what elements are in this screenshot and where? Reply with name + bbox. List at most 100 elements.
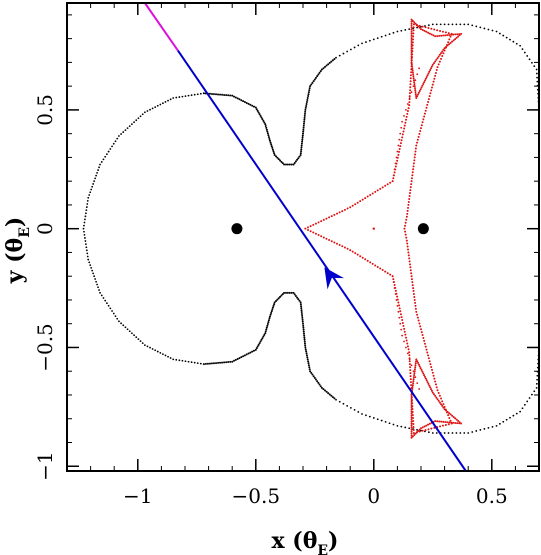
critical-curve-upper-neck-point [327,63,330,66]
critical-curve-left-point [131,123,133,126]
critical-curve-lower-neck-point [265,326,268,329]
caustic-central-point [409,86,412,89]
caustic-central-point [409,186,412,189]
critical-curve-left-point [112,312,115,315]
caustic-central-point [408,195,411,198]
critical-curve-upper-neck-point [300,142,303,145]
caustic-lower-cusp-point [434,420,437,423]
critical-curve-lower-neck-point [233,359,236,362]
caustic-central-point [397,301,400,304]
critical-curve-upper-neck-point [302,124,305,127]
critical-curve-left-point [85,209,88,212]
caustic-upper-cusp-point [417,91,420,94]
critical-curve-outer-upper-point [483,27,486,30]
caustic-central-point [424,345,427,348]
caustic-upper-cusp-point [446,44,449,47]
critical-curve-upper-neck-point [266,130,269,133]
critical-curve-left-point [181,359,184,362]
caustic-central-point [409,83,412,86]
caustic-central-point [413,156,416,159]
critical-curve-lower-neck-point [270,310,273,313]
critical-curve-upper-neck-point [302,126,305,129]
source-trajectory-line [177,49,467,472]
caustic-upper-cusp-point [430,65,433,68]
critical-curve-lower-neck-point [325,390,328,393]
caustic-lower-cusp-point [410,430,413,433]
caustic-central-point [312,231,315,234]
caustic-central-point [314,222,317,225]
caustic-inner-line-1-point [410,364,413,367]
critical-curve-left-point [96,171,98,174]
caustic-central-point [320,220,323,223]
critical-curve-outer-lower-point [535,382,538,385]
critical-curve-lower-neck-point [302,328,305,331]
critical-curve-left-point [107,304,110,307]
caustic-lower-cusp-point [424,377,427,380]
caustic-central-point [412,426,415,429]
critical-curve-outer-upper-point [536,76,539,79]
caustic-upper-cusp-point [423,81,426,84]
critical-curve-left-point [106,153,108,156]
critical-curve-left-point [124,129,127,131]
caustic-central-point [410,183,413,186]
critical-curve-upper-neck-point [247,102,250,105]
critical-curve-left-point [90,188,93,191]
critical-curve-lower-neck-point [236,357,239,360]
caustic-central-point [409,369,412,372]
caustic-central-point [397,153,400,156]
caustic-central-point [434,383,437,386]
caustic-inner-line-1-point [412,370,415,373]
caustic-central-point [405,215,408,218]
caustic-lower-cusp-point [417,429,420,432]
critical-curve-outer-lower-point [368,415,371,418]
caustic-lower-cusp-point [410,426,413,429]
caustic-central-point [328,216,331,219]
caustic-inner-line-1-point [399,322,402,325]
caustic-central-point [419,130,422,133]
critical-curve-left-point [99,291,101,294]
caustic-lower-cusp-point [410,434,413,437]
caustic-inner-line-0-point [394,162,397,165]
critical-curve-upper-neck-point [302,122,305,125]
caustic-central-point [406,110,409,112]
critical-curve-lower-neck-point [275,299,278,302]
critical-curve-outer-upper-point [447,23,450,26]
critical-curve-upper-neck-point [280,160,283,163]
caustic-central-point [430,89,433,92]
critical-curve-upper-neck-point [261,118,264,121]
caustic-upper-cusp-point [412,75,415,78]
critical-curve-left-point [181,95,184,98]
caustic-central-point [436,389,439,392]
critical-curve-upper-neck-point [267,134,270,137]
caustic-inner-line-0-point [397,144,400,147]
caustic-lower-cusp-point [457,419,460,422]
caustic-central-point [408,260,411,263]
critical-curve-left-point [112,142,115,145]
critical-curve-lower-neck-point [264,332,267,335]
caustic-central-point [416,141,419,144]
caustic-central-point [376,189,379,192]
caustic-central-point [356,253,359,256]
caustic-lower-cusp-point [410,408,413,411]
critical-curve-lower-neck-point [285,291,288,294]
caustic-upper-cusp-point [410,57,413,60]
critical-curve-outer-lower-point [361,413,363,415]
critical-curve-left-point [187,360,190,363]
caustic-upper-cusp-point [451,40,454,43]
critical-curve-left-point [137,338,140,341]
caustic-central-point [322,218,325,221]
caustic-central-point [414,150,417,153]
caustic-central-point [430,427,433,430]
critical-curve-outer-upper-point [455,23,458,26]
caustic-central-point [416,313,419,316]
caustic-upper-cusp-point [454,33,457,36]
caustic-upper-cusp-point [410,45,413,48]
caustic-lower-cusp-point [421,370,424,373]
caustic-central-point [413,298,416,301]
critical-curve-lower-neck-point [293,293,296,296]
caustic-upper-cusp-point [457,35,460,38]
caustic-central-point [408,92,411,95]
caustic-lower-cusp-point [446,421,449,424]
critical-curve-upper-neck-point [288,163,291,166]
